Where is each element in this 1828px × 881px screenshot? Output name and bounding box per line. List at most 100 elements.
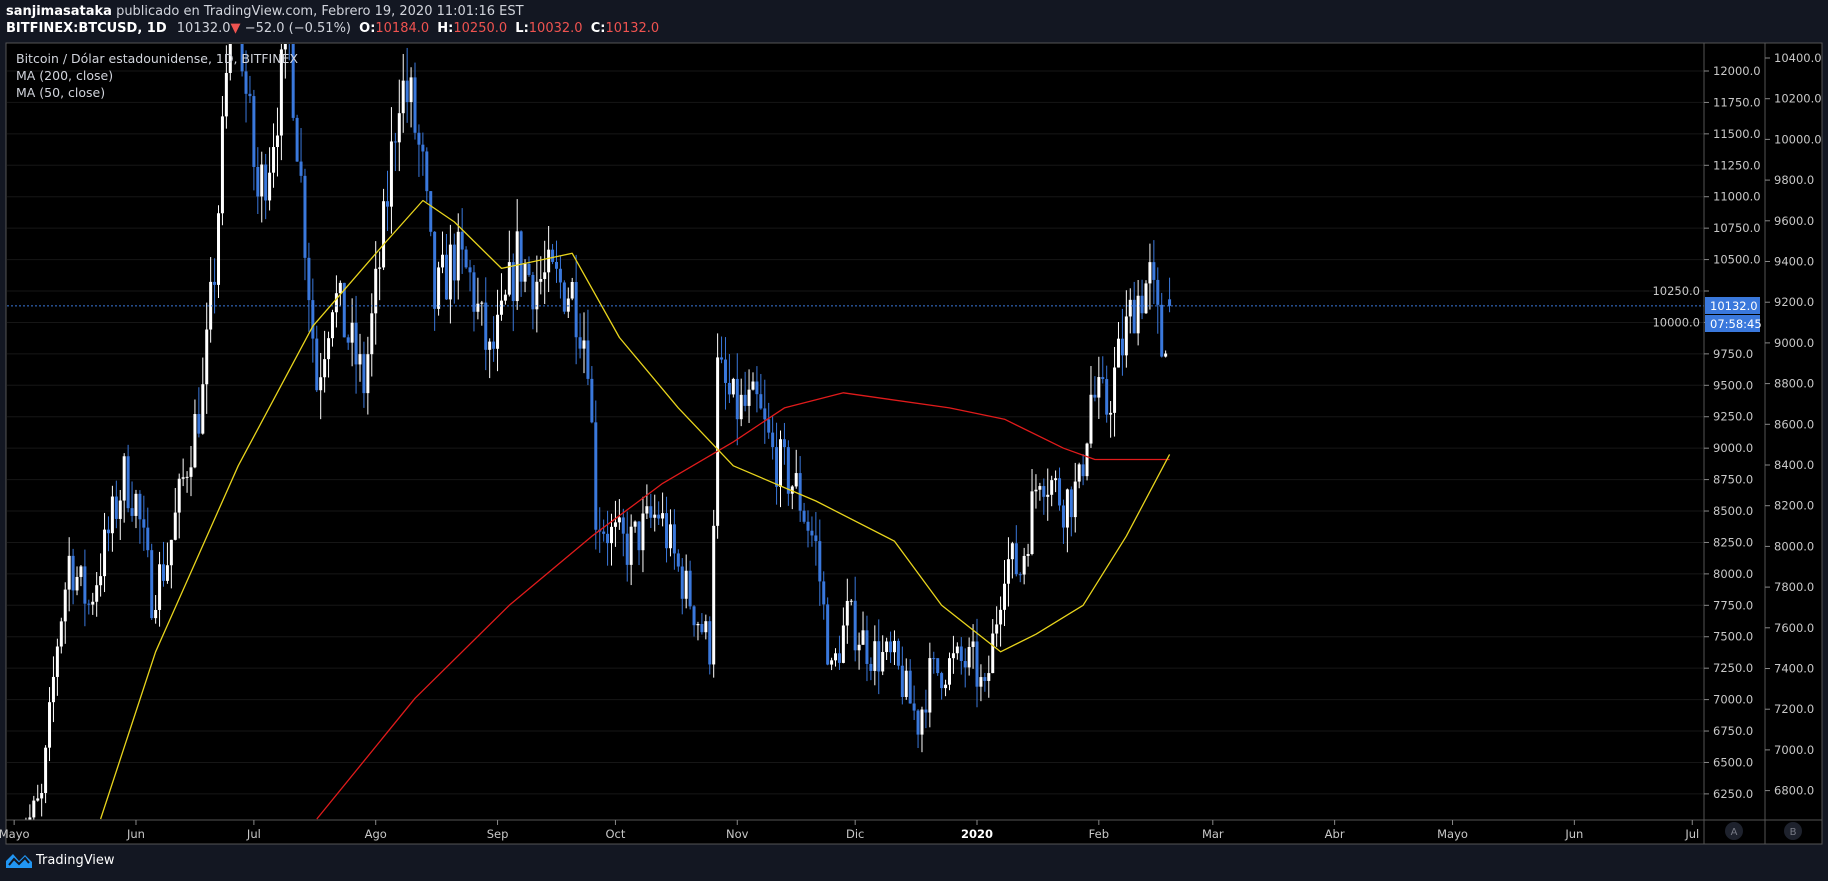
candle[interactable] <box>1105 365 1109 423</box>
candle[interactable] <box>484 277 488 371</box>
candle[interactable] <box>613 500 617 547</box>
candle[interactable] <box>1073 462 1077 533</box>
candle[interactable] <box>71 548 75 605</box>
candle[interactable] <box>1116 321 1120 368</box>
candle[interactable] <box>492 316 496 362</box>
candle[interactable] <box>1058 467 1062 511</box>
candle[interactable] <box>452 233 456 304</box>
candle[interactable] <box>342 282 346 338</box>
candle[interactable] <box>110 485 114 552</box>
candle[interactable] <box>63 582 67 644</box>
candle[interactable] <box>621 508 625 557</box>
candle[interactable] <box>912 685 916 721</box>
candle[interactable] <box>1144 280 1148 314</box>
candle[interactable] <box>350 298 354 367</box>
candle[interactable] <box>755 366 759 413</box>
candle[interactable] <box>527 256 531 277</box>
candle[interactable] <box>716 333 720 539</box>
candle[interactable] <box>1022 547 1026 585</box>
candle[interactable] <box>146 507 150 558</box>
candle[interactable] <box>582 312 586 374</box>
candle[interactable] <box>696 621 700 641</box>
candle[interactable] <box>472 265 476 332</box>
candle[interactable] <box>971 624 975 669</box>
candle[interactable] <box>834 648 838 667</box>
candle[interactable] <box>456 213 460 300</box>
candle[interactable] <box>743 371 747 412</box>
candle[interactable] <box>397 79 401 172</box>
candle[interactable] <box>476 277 480 320</box>
candle[interactable] <box>464 246 468 269</box>
candle[interactable] <box>303 168 307 281</box>
candle[interactable] <box>617 499 621 530</box>
candle[interactable] <box>896 638 900 670</box>
candle[interactable] <box>1038 482 1042 501</box>
candle[interactable] <box>283 21 287 79</box>
candle[interactable] <box>197 387 201 438</box>
candle[interactable] <box>334 275 338 328</box>
candle[interactable] <box>700 613 704 635</box>
candle[interactable] <box>684 554 688 609</box>
candle[interactable] <box>401 53 405 133</box>
candle[interactable] <box>920 706 924 753</box>
candle[interactable] <box>315 325 319 393</box>
candle[interactable] <box>362 341 366 408</box>
candle[interactable] <box>861 611 865 646</box>
candle[interactable] <box>723 337 727 410</box>
candle[interactable] <box>272 123 276 188</box>
candle[interactable] <box>173 487 177 541</box>
candle[interactable] <box>405 47 409 123</box>
candle[interactable] <box>409 67 413 128</box>
candle[interactable] <box>908 659 912 704</box>
candle[interactable] <box>672 509 676 570</box>
candle[interactable] <box>1140 279 1144 320</box>
candle[interactable] <box>374 241 378 345</box>
candle[interactable] <box>782 422 786 465</box>
candle[interactable] <box>319 352 323 420</box>
candle[interactable] <box>79 565 83 587</box>
candle[interactable] <box>260 151 264 223</box>
candle[interactable] <box>1152 240 1156 305</box>
candle[interactable] <box>865 615 869 682</box>
candle[interactable] <box>625 511 629 582</box>
candle[interactable] <box>1026 543 1030 567</box>
candle[interactable] <box>802 502 806 524</box>
candle[interactable] <box>1136 279 1140 346</box>
candle[interactable] <box>554 240 558 283</box>
candle[interactable] <box>806 510 810 548</box>
candle[interactable] <box>181 458 185 487</box>
candle[interactable] <box>177 473 181 539</box>
axis-button-a[interactable]: A <box>1725 822 1743 840</box>
candle[interactable] <box>311 278 315 363</box>
legend-ma200[interactable]: MA (200, close) <box>16 68 114 83</box>
candle[interactable] <box>1018 572 1022 583</box>
candle[interactable] <box>586 309 590 386</box>
candle[interactable] <box>665 496 669 563</box>
candle[interactable] <box>122 453 126 523</box>
candle[interactable] <box>763 379 767 444</box>
candle[interactable] <box>433 231 437 331</box>
candle[interactable] <box>668 509 672 557</box>
candle[interactable] <box>649 493 653 529</box>
candle[interactable] <box>288 0 291 61</box>
candle[interactable] <box>712 509 716 678</box>
candle[interactable] <box>1034 474 1038 509</box>
candle[interactable] <box>661 492 665 527</box>
candle[interactable] <box>169 539 173 589</box>
candle[interactable] <box>268 147 272 211</box>
candle[interactable] <box>767 402 771 439</box>
candle[interactable] <box>602 519 606 542</box>
candle[interactable] <box>393 132 397 172</box>
candle[interactable] <box>885 637 889 661</box>
candle[interactable] <box>936 658 940 676</box>
candle[interactable] <box>1010 541 1014 579</box>
candle[interactable] <box>999 596 1003 647</box>
candle[interactable] <box>979 664 983 702</box>
candle[interactable] <box>963 648 967 688</box>
candle[interactable] <box>633 520 637 533</box>
candle[interactable] <box>637 520 641 566</box>
candle[interactable] <box>444 233 448 300</box>
candle[interactable] <box>877 619 881 695</box>
candle[interactable] <box>429 191 433 237</box>
candle[interactable] <box>91 592 95 615</box>
